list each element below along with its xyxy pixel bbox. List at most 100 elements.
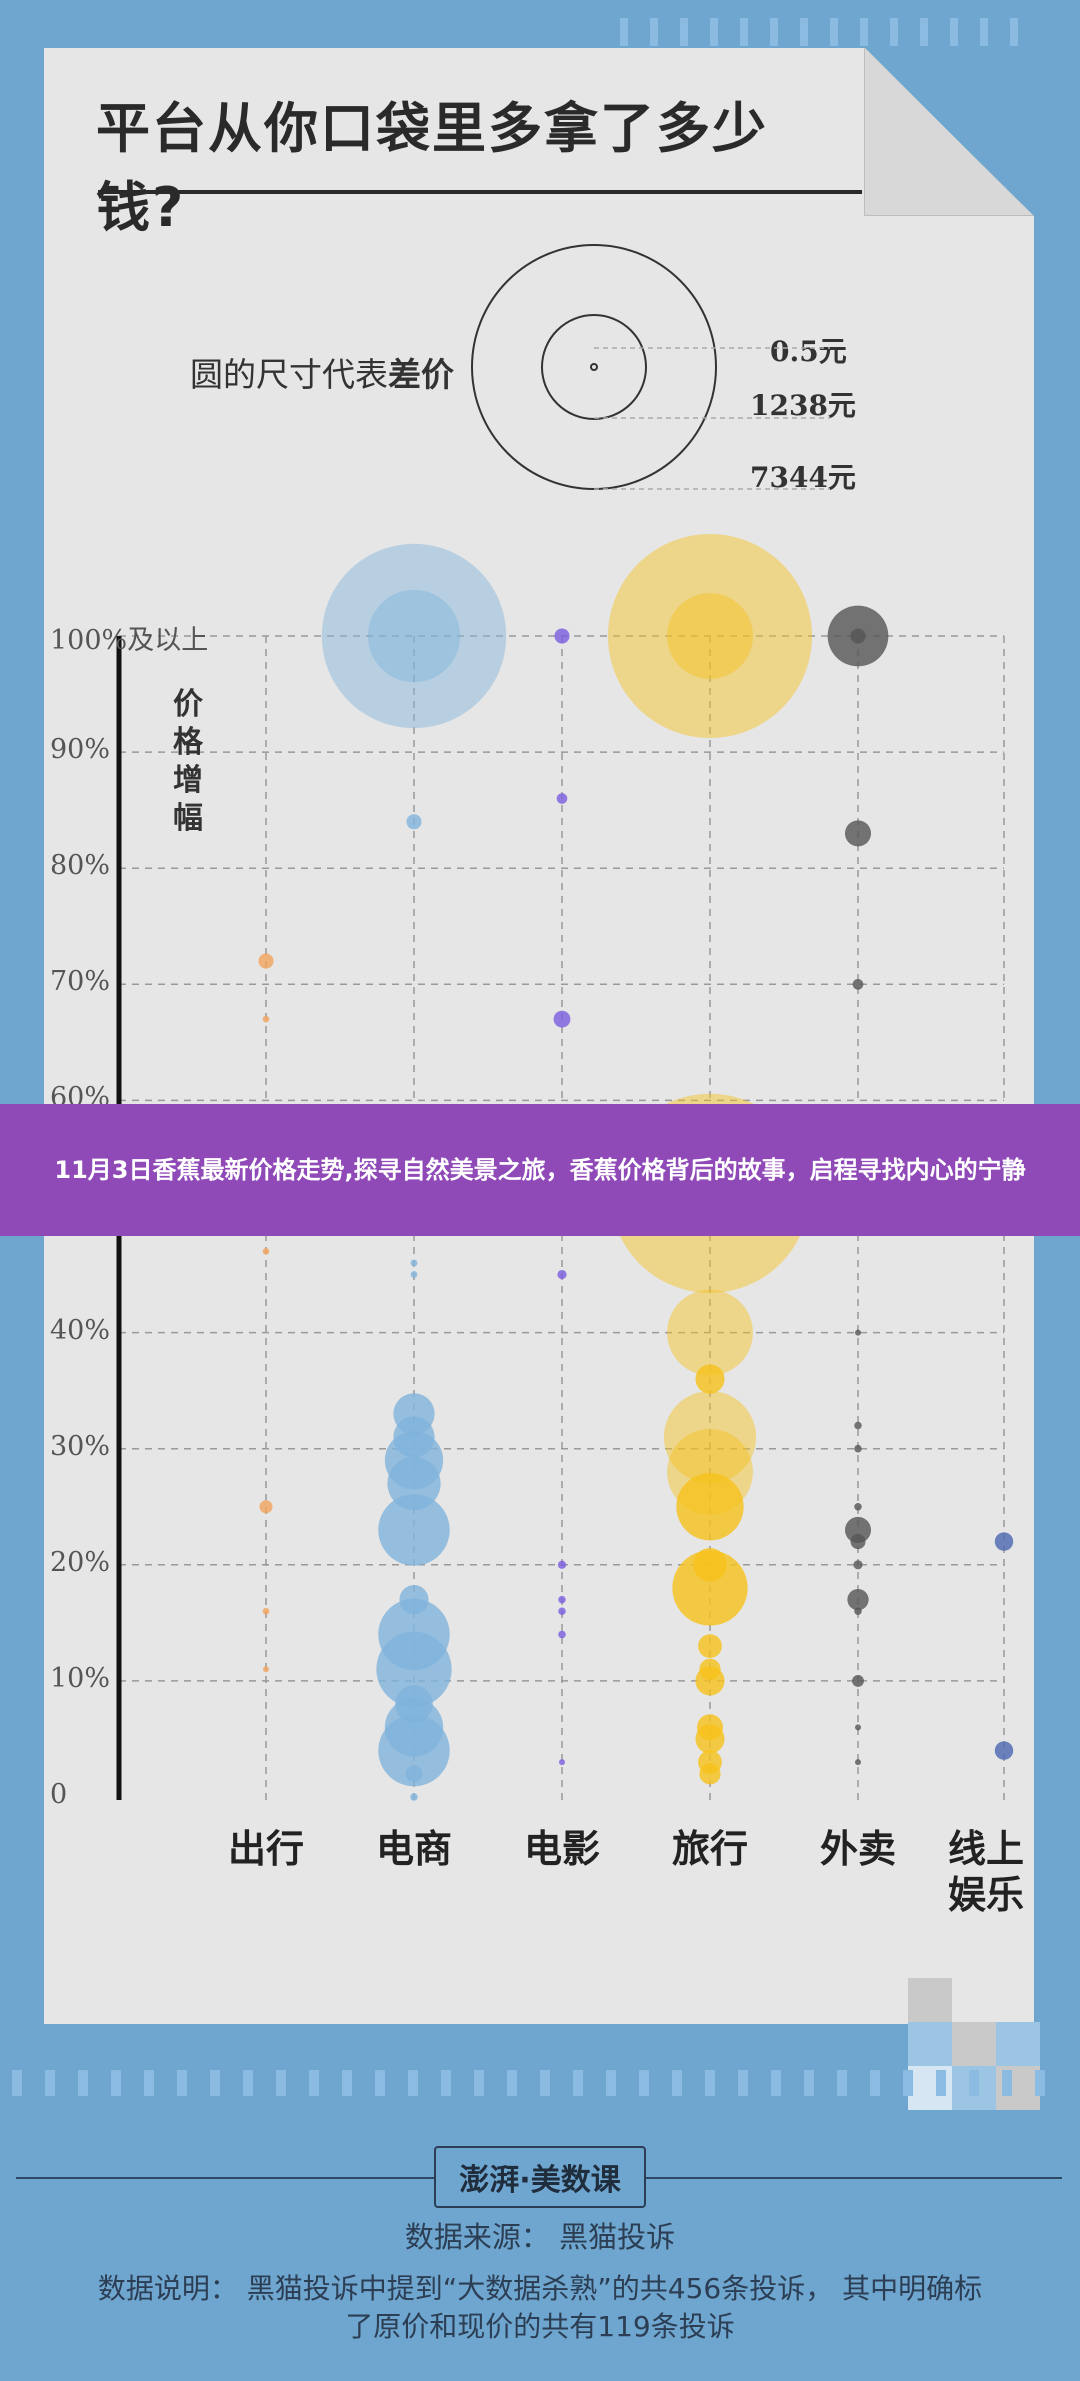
stripe — [309, 2070, 319, 2096]
y-tick-label: 10% — [50, 1662, 111, 1694]
y-tick-label: 0 — [50, 1779, 68, 1810]
bubble-3 — [699, 1658, 721, 1680]
stripe — [408, 2070, 418, 2096]
bubble-5 — [994, 1532, 1014, 1551]
bubble-1 — [367, 589, 461, 683]
bubble-4 — [850, 628, 866, 644]
stripe — [870, 2070, 880, 2096]
y-tick-label: 90% — [50, 734, 111, 766]
stripe — [375, 2070, 385, 2096]
bubble-4 — [855, 1329, 861, 1336]
overlay-banner-text: 11月3日香蕉最新价格走势,探寻自然美景之旅，香蕉价格背后的故事，启程寻找内心的… — [54, 1156, 1026, 1184]
stripe — [860, 18, 868, 46]
bubble-1 — [393, 1416, 435, 1458]
bubble-1 — [410, 1271, 418, 1278]
bubble-3 — [698, 1634, 722, 1658]
y-tick-label: 100%及以上 — [50, 625, 209, 656]
stripe — [12, 2070, 22, 2096]
y-tick-label: 70% — [50, 966, 111, 998]
bubble-1 — [378, 1598, 450, 1671]
footer-note-line-1: 数据说明： 黑猫投诉中提到“大数据杀熟”的共456条投诉， 其中明确标 — [97, 2272, 983, 2305]
bubble-4 — [844, 820, 872, 847]
checker-square — [996, 2022, 1040, 2066]
bubble-2 — [556, 793, 568, 804]
size-legend-value-medium: 1238元 — [750, 389, 856, 422]
bubble-2 — [557, 1269, 567, 1280]
bubble-1 — [405, 1765, 423, 1783]
stripe — [1035, 2070, 1045, 2096]
bubble-2 — [557, 1560, 567, 1569]
stripe — [441, 2070, 451, 2096]
bubble-1 — [399, 1585, 429, 1615]
stripe — [771, 2070, 781, 2096]
stripe — [890, 18, 898, 46]
size-legend-prefix: 圆的尺寸代表 — [190, 355, 388, 394]
y-tick-label: 30% — [50, 1430, 111, 1462]
bubble-3 — [663, 1390, 757, 1484]
bubble-4 — [852, 1674, 864, 1687]
title-underline — [98, 190, 862, 194]
stripe — [210, 2070, 220, 2096]
x-category-label: 电影 — [523, 1827, 600, 1871]
stripe — [507, 2070, 517, 2096]
bubble-3 — [696, 1714, 724, 1741]
bubble-0 — [259, 1500, 273, 1514]
bubble-3 — [672, 1550, 748, 1626]
bubble-2 — [554, 628, 570, 644]
stripe — [620, 18, 628, 46]
stripe — [920, 18, 928, 46]
size-legend-circles — [471, 244, 830, 490]
bubble-2 — [558, 1595, 566, 1604]
stripe — [276, 2070, 286, 2096]
y-tick-label: 80% — [50, 850, 111, 882]
bubble-3 — [676, 1473, 744, 1541]
stripe — [903, 2070, 913, 2096]
size-legend-circle-small — [590, 363, 598, 371]
y-tick-label: 40% — [50, 1314, 111, 1346]
stripe — [243, 2070, 253, 2096]
checker-square — [908, 2022, 952, 2066]
bubble-1 — [410, 1259, 418, 1267]
x-category-label: 出行 — [227, 1827, 304, 1871]
bubble-3 — [667, 593, 753, 679]
bubble-2 — [553, 1010, 571, 1028]
bubble-5 — [994, 1741, 1014, 1760]
stripe — [111, 2070, 121, 2096]
x-category-label: 旅行 — [671, 1827, 748, 1871]
overlay-banner: 11月3日香蕉最新价格走势,探寻自然美景之旅，香蕉价格背后的故事，启程寻找内心的… — [0, 1104, 1080, 1236]
bubble-0 — [263, 1666, 269, 1673]
page-title: 平台从你口袋里多拿了多少钱? — [96, 97, 768, 239]
stripe — [342, 2070, 352, 2096]
checker-square — [952, 2022, 996, 2066]
stripe — [672, 2070, 682, 2096]
bubble-1 — [321, 543, 507, 729]
footer-note: 数据说明： 黑猫投诉中提到“大数据杀熟”的共456条投诉， 其中明确标 了原价和… — [0, 2270, 1080, 2346]
bubble-3 — [667, 1289, 753, 1376]
footer-source: 数据来源： 黑猫投诉 — [404, 2220, 676, 2254]
bubble-2 — [559, 1759, 565, 1766]
y-axis-title: 价格增幅 — [173, 687, 203, 836]
bubble-1 — [387, 1456, 441, 1511]
bubble-4 — [847, 1588, 869, 1611]
stripe — [474, 2070, 484, 2096]
stripe — [639, 2070, 649, 2096]
stripe — [144, 2070, 154, 2096]
stripe — [177, 2070, 187, 2096]
bubble-3 — [699, 1763, 721, 1785]
footer-note-line-2: 了原价和现价的共有119条投诉 — [345, 2310, 735, 2343]
stripe — [540, 2070, 550, 2096]
bubble-3 — [693, 1547, 727, 1582]
stripe — [740, 18, 748, 46]
infographic-card — [44, 48, 1034, 2024]
bubble-4 — [854, 1607, 862, 1616]
stripe — [45, 2070, 55, 2096]
size-legend-circle-large — [471, 244, 717, 490]
bubble-4 — [855, 1759, 861, 1766]
bubble-4 — [854, 1444, 862, 1453]
bottom-stripe-decoration — [0, 2070, 1080, 2110]
checker-square — [952, 1978, 996, 2022]
stripe — [936, 2070, 946, 2096]
stripe — [837, 2070, 847, 2096]
top-stripe-decoration — [620, 18, 1040, 46]
bubble-4 — [844, 1516, 872, 1544]
